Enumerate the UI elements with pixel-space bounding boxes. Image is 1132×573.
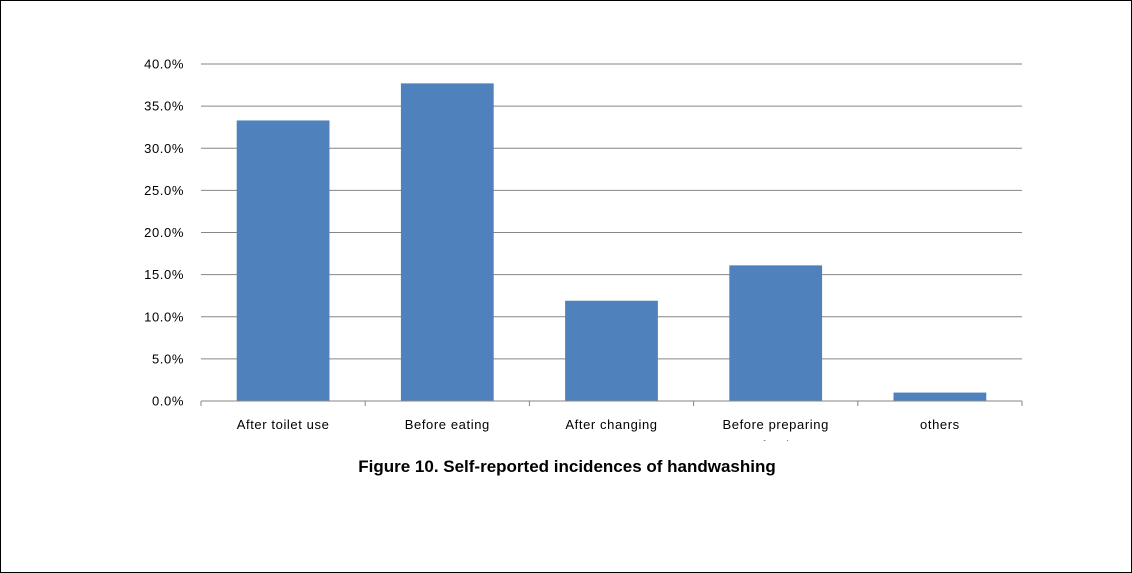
bar: [236, 120, 330, 401]
bar: [400, 83, 494, 401]
y-tick-label: 0.0%: [152, 394, 184, 409]
y-axis-tick-labels: 0.0% 5.0% 10.0% 15.0% 20.0% 25.0% 30.0% 35.0% 40…: [144, 57, 184, 409]
y-tick-label: 20.0%: [144, 225, 184, 240]
y-tick-label: 10.0%: [144, 309, 184, 324]
bar-chart: 0.0% 5.0% 10.0% 15.0% 20.0% 25.0% 30.0% 35.0% 40…: [144, 57, 1023, 441]
gridlines: [201, 63, 1022, 360]
x-axis: [200, 400, 1023, 406]
x-axis-category-labels: After toilet use Before eating After chang…: [237, 417, 960, 441]
y-tick-label: 15.0%: [144, 267, 184, 282]
figure-caption: Figure 10. Self-reported incidences of h…: [358, 457, 776, 476]
x-category-label: Before eating: [405, 417, 490, 432]
y-tick-label: 25.0%: [144, 183, 184, 198]
bars: [236, 83, 987, 401]
y-tick-label: 30.0%: [144, 141, 184, 156]
y-tick-label: 5.0%: [152, 351, 184, 366]
x-category-label: others: [920, 417, 960, 432]
x-category-label: After changingnappy: [565, 417, 657, 441]
y-tick-label: 35.0%: [144, 99, 184, 114]
bar: [893, 392, 987, 401]
bar: [729, 265, 823, 401]
x-category-label: After toilet use: [237, 417, 330, 432]
x-category-label: Before preparingfood: [722, 417, 828, 441]
bar: [565, 300, 658, 401]
y-tick-label: 40.0%: [144, 57, 184, 72]
